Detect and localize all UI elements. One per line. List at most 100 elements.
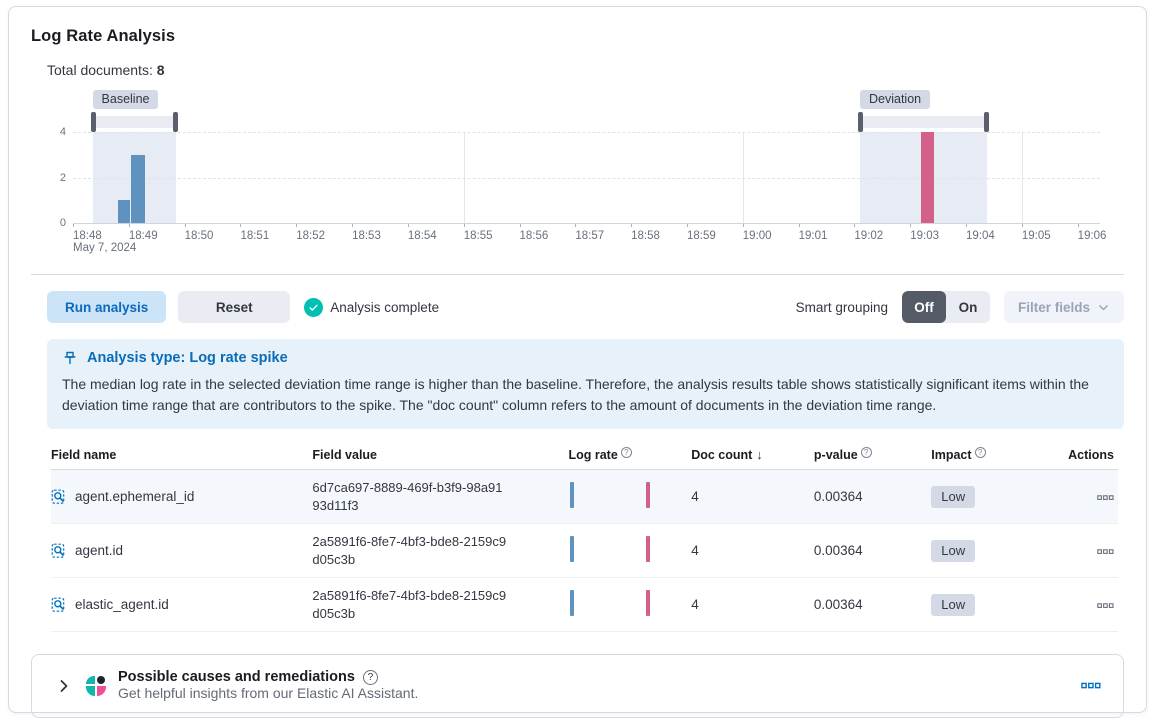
results-table: Field name Field value Log rate? Doc cou…	[51, 439, 1118, 632]
x-axis-label: 19:01	[798, 230, 828, 242]
doc-count-cell: 4	[691, 469, 814, 524]
total-documents-value: 8	[156, 62, 165, 78]
sort-desc-icon: ↓	[756, 447, 763, 462]
axis-tick	[296, 224, 298, 227]
col-header-field-name[interactable]: Field name	[51, 439, 313, 470]
x-axis-label: 18:48	[73, 230, 102, 242]
pin-icon	[64, 351, 76, 365]
impact-badge: Low	[931, 593, 976, 616]
table-row[interactable]: elastic_agent.id 2a5891f6-8fe7-4bf3-bde8…	[51, 577, 1118, 632]
filter-fields-button[interactable]: Filter fields	[1003, 291, 1124, 323]
causes-actions-button[interactable]	[1081, 682, 1101, 690]
x-axis-label: 18:56	[519, 230, 549, 242]
filter-field-icon[interactable]	[51, 597, 67, 613]
elastic-ai-assistant-icon	[86, 676, 106, 696]
col-header-impact[interactable]: Impact?	[931, 439, 1044, 470]
baseline-histogram-bar	[117, 200, 130, 223]
x-axis-label: 18:53	[352, 230, 381, 242]
possible-causes-panel: Possible causes and remediations ? Get h…	[31, 654, 1124, 718]
axis-tick	[686, 224, 688, 227]
x-axis-label: 18:49	[128, 230, 158, 242]
deviation-brush[interactable]	[859, 116, 987, 128]
col-header-log-rate[interactable]: Log rate?	[568, 439, 692, 470]
axis-tick	[575, 224, 577, 227]
axis-tick	[407, 224, 409, 227]
table-header-row: Field name Field value Log rate? Doc cou…	[51, 439, 1118, 470]
baseline-brush[interactable]	[92, 116, 177, 128]
histogram-plot: 0 2 4	[60, 126, 1100, 229]
x-axis-label: 18:52	[296, 230, 326, 242]
log-rate-analysis-panel: Log Rate Analysis Total documents: 8 Bas…	[8, 6, 1147, 718]
x-axis-label: 19:02	[854, 230, 884, 242]
expand-button[interactable]	[54, 676, 74, 696]
table-row[interactable]: agent.id 2a5891f6-8fe7-4bf3-bde8-2159c9d…	[51, 523, 1118, 578]
log-rate-sparkline	[568, 536, 660, 562]
y-axis-label: 2	[59, 171, 66, 184]
axis-tick	[128, 224, 130, 227]
x-axis-label: 18:55	[463, 230, 493, 242]
baseline-badge: Baseline	[92, 90, 159, 109]
info-icon: ?	[620, 447, 632, 458]
x-axis-label: 18:59	[686, 230, 716, 242]
log-rate-sparkline	[568, 482, 660, 508]
chevron-right-icon	[60, 680, 68, 692]
reset-button[interactable]: Reset	[178, 291, 291, 323]
y-axis-label: 4	[59, 126, 66, 138]
run-analysis-button[interactable]: Run analysis	[47, 291, 167, 323]
axis-tick	[73, 224, 74, 227]
axis-tick	[352, 224, 354, 227]
axis-tick	[1077, 224, 1079, 227]
axis-tick	[742, 224, 744, 227]
col-header-field-value[interactable]: Field value	[312, 439, 569, 470]
analysis-type-callout: Analysis type: Log rate spike The median…	[47, 339, 1124, 429]
col-header-actions: Actions	[1043, 439, 1118, 470]
filter-field-icon[interactable]	[51, 489, 67, 505]
doc-count-cell: 4	[691, 577, 814, 632]
row-actions-button[interactable]	[1097, 495, 1114, 501]
field-value: 6d7ca697-8889-469f-b3f9-98a9193d11f3	[312, 479, 503, 513]
smart-grouping-on-button[interactable]: On	[946, 291, 990, 323]
x-axis-date-label: May 7, 2024	[73, 242, 137, 254]
deviation-histogram-bar	[921, 132, 934, 223]
axis-tick	[854, 224, 856, 227]
info-icon: ?	[860, 447, 872, 458]
doc-count-cell: 4	[691, 523, 814, 578]
deviation-brush-handle-right[interactable]	[983, 112, 989, 132]
p-value-cell: 0.00364	[813, 577, 932, 632]
x-axis-label: 19:03	[910, 230, 939, 242]
impact-badge: Low	[931, 485, 976, 508]
filter-field-icon[interactable]	[51, 543, 67, 559]
brush-row	[73, 112, 1100, 132]
info-icon: ?	[974, 447, 986, 458]
baseline-brush-handle-left[interactable]	[90, 112, 96, 132]
x-axis-label: 18:51	[240, 230, 270, 242]
axis-tick	[463, 224, 465, 227]
gridline	[73, 177, 1100, 179]
field-value: 2a5891f6-8fe7-4bf3-bde8-2159c9d05c3b	[312, 587, 507, 621]
smart-grouping-off-button[interactable]: Off	[901, 291, 946, 323]
brush-badges: Baseline Deviation	[73, 90, 1100, 111]
row-actions-button[interactable]	[1097, 603, 1114, 609]
baseline-histogram-bar	[131, 154, 145, 223]
y-axis-label: 0	[59, 217, 66, 229]
x-axis-label: 19:05	[1021, 230, 1051, 242]
impact-badge: Low	[931, 539, 976, 562]
axis-tick	[519, 224, 521, 227]
deviation-badge: Deviation	[859, 90, 931, 109]
smart-grouping-toggle: Off On	[901, 291, 990, 323]
baseline-brush-handle-right[interactable]	[173, 112, 179, 132]
divider	[31, 274, 1124, 275]
axis-tick	[240, 224, 242, 227]
row-actions-button[interactable]	[1097, 549, 1114, 555]
total-documents: Total documents: 8	[47, 62, 165, 78]
col-header-doc-count[interactable]: Doc count ↓	[691, 439, 814, 470]
controls-row: Run analysis Reset Analysis complete Sma…	[47, 291, 1124, 323]
help-icon[interactable]: ?	[362, 669, 378, 685]
col-header-p-value[interactable]: p-value?	[813, 439, 932, 470]
deviation-brush-handle-left[interactable]	[857, 112, 863, 132]
x-axis-label: 18:50	[184, 230, 214, 242]
table-row[interactable]: agent.ephemeral_id 6d7ca697-8889-469f-b3…	[51, 469, 1118, 524]
axis-tick	[1021, 224, 1023, 227]
callout-title: Analysis type: Log rate spike	[87, 350, 288, 366]
p-value-cell: 0.00364	[813, 469, 932, 524]
